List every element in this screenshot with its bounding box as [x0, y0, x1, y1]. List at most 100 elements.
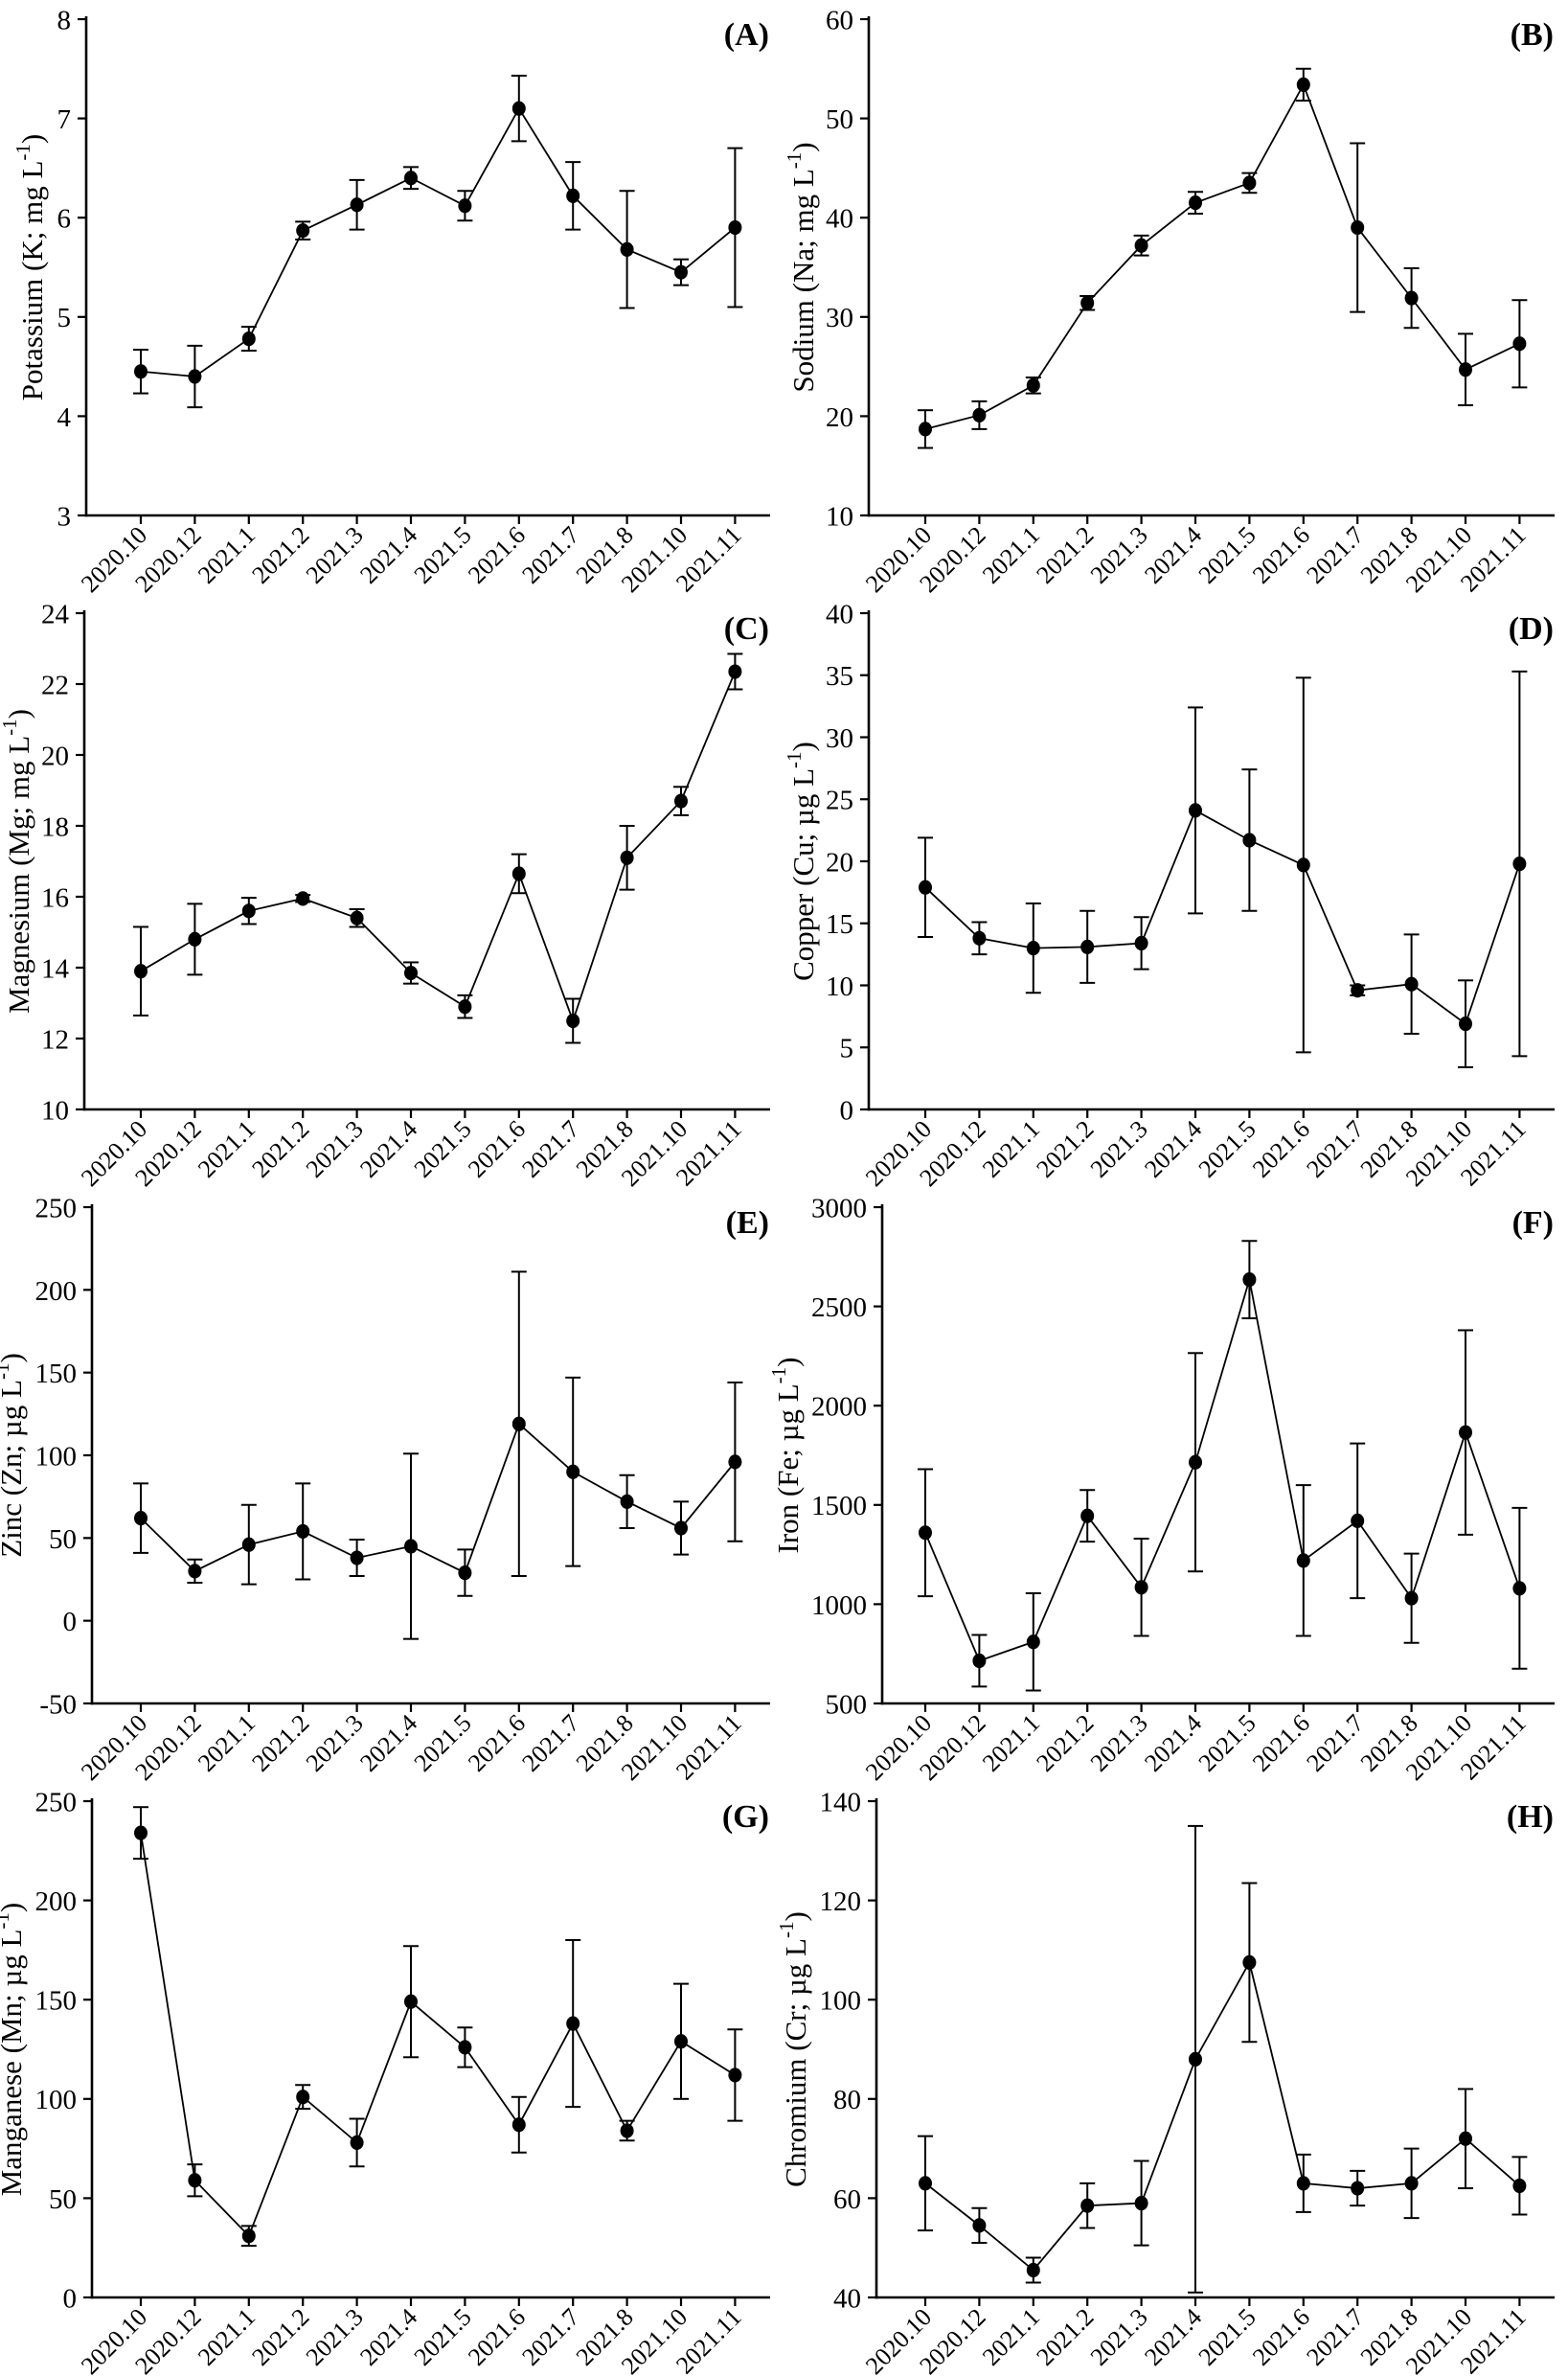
panel-b-sodium-chart: 10 20 30 40 50 60 2020.10 2020.12 2021.1 2021.2 20… — [783, 0, 1568, 598]
y-tick-label: 150 — [35, 1359, 78, 1389]
data-point-marker — [1242, 1954, 1257, 1970]
x-tick-label: 2021.5 — [1193, 1115, 1261, 1183]
y-tick-label: 16 — [41, 882, 69, 913]
x-tick-label: 2021.4 — [354, 1709, 422, 1777]
series-line — [924, 82, 1520, 430]
data-point-marker — [566, 188, 580, 204]
data-point-marker — [296, 1523, 310, 1540]
x-tick-label: 2021.6 — [1247, 1709, 1315, 1777]
data-point-marker — [1080, 295, 1095, 310]
data-point-marker — [350, 2135, 364, 2150]
x-tick-label: 2021.3 — [1085, 1115, 1153, 1183]
x-tick-label: 2021.5 — [409, 1709, 477, 1777]
y-tick-label: 1000 — [811, 1590, 867, 1621]
data-point-marker — [972, 407, 987, 423]
data-point-marker — [919, 2176, 932, 2191]
data-point-marker — [511, 101, 526, 116]
x-tick-label: 2021.7 — [1301, 1115, 1369, 1183]
y-tick-label: 80 — [833, 2085, 861, 2115]
x-tick-label: 2021.7 — [1301, 1709, 1369, 1777]
x-tick-label: 2021.7 — [1301, 2303, 1369, 2371]
data-point-marker — [674, 793, 688, 809]
x-tick-label: 2021.5 — [1193, 1709, 1261, 1777]
x-tick-label: 2021.5 — [1193, 521, 1261, 589]
data-point-marker — [728, 219, 742, 236]
y-tick-label: 250 — [35, 1787, 78, 1817]
data-point-marker — [674, 264, 688, 280]
data-point-marker — [1512, 1581, 1527, 1596]
data-point-marker — [1242, 833, 1257, 848]
series-line — [140, 1422, 737, 1574]
data-point-marker — [511, 2117, 526, 2133]
data-point-marker — [241, 2228, 256, 2244]
panel-letter: (H) — [1507, 1799, 1554, 1835]
data-point-marker — [919, 422, 932, 437]
data-point-marker — [350, 1550, 364, 1565]
x-tick-label: 2021.3 — [301, 521, 369, 589]
x-tick-label: 2021.3 — [301, 1115, 369, 1183]
y-tick-label: 150 — [35, 1986, 78, 2017]
x-tick-label: 2021.6 — [463, 2303, 531, 2371]
data-point-marker — [188, 369, 202, 384]
data-point-marker — [1026, 377, 1040, 393]
y-tick-label: 2000 — [811, 1392, 867, 1423]
data-point-marker — [1134, 2195, 1148, 2211]
x-tick-label: 2021.2 — [1031, 1709, 1099, 1777]
x-tick-label: 2021.3 — [1085, 2303, 1153, 2371]
data-point-marker — [1080, 2198, 1095, 2213]
data-point-marker — [1351, 2181, 1365, 2196]
x-tick-label: 2021.6 — [1247, 521, 1315, 589]
y-axis-title: Potassium (K; mg L-1) — [11, 134, 49, 400]
x-tick-label: 2021.7 — [516, 521, 584, 589]
data-point-marker — [1296, 2176, 1310, 2191]
data-point-marker — [919, 880, 932, 895]
data-point-marker — [1512, 336, 1527, 352]
data-point-marker — [728, 1454, 742, 1470]
y-tick-label: 25 — [826, 786, 853, 816]
y-tick-label: 20 — [826, 402, 853, 433]
data-point-marker — [1242, 1272, 1257, 1288]
y-tick-label: 8 — [57, 5, 72, 35]
x-tick-label: 2021.4 — [354, 521, 422, 589]
data-point-marker — [1026, 2262, 1040, 2278]
chart-svg: 4060801001201402020.102020.122021.12021.… — [775, 1787, 1555, 2376]
data-point-marker — [1459, 362, 1472, 377]
y-tick-label: 500 — [826, 1689, 868, 1720]
series-line — [140, 106, 736, 377]
data-point-marker — [1351, 1513, 1365, 1528]
panel-f-iron-chart: 500 1000 1500 2000 2500 3000 2020.10 2020.12 202… — [767, 1188, 1568, 1786]
data-point-marker — [1404, 2176, 1419, 2191]
x-tick-label: 2021.2 — [246, 521, 314, 589]
chart-svg: 10121416182022242020.102020.122021.12021… — [0, 599, 770, 1192]
x-tick-label: 2021.1 — [193, 1115, 261, 1183]
y-tick-label: 7 — [57, 104, 72, 135]
x-tick-label: 2021.6 — [463, 1115, 531, 1183]
x-tick-label: 2021.4 — [1139, 2303, 1207, 2371]
x-tick-label: 2021.2 — [1031, 1115, 1099, 1183]
data-point-marker — [972, 2218, 987, 2233]
data-point-marker — [1080, 939, 1095, 954]
y-axis-title: Sodium (Na; mg L-1) — [783, 142, 820, 392]
chart-svg: 500100015002000250030002020.102020.12202… — [767, 1193, 1555, 1786]
y-tick-label: 24 — [41, 599, 70, 629]
panel-letter: (D) — [1509, 611, 1554, 647]
data-point-marker — [511, 866, 526, 881]
data-point-marker — [566, 1464, 580, 1479]
data-point-marker — [134, 964, 148, 979]
data-point-marker — [134, 364, 148, 379]
y-axis-title: Chromium (Cr; µg L-1) — [775, 1911, 812, 2187]
x-tick-label: 2021.1 — [193, 521, 261, 589]
panel-letter: (F) — [1512, 1205, 1554, 1241]
y-tick-label: 3 — [57, 501, 72, 532]
x-tick-label: 2021.7 — [516, 1115, 584, 1183]
x-tick-label: 2021.7 — [516, 1709, 584, 1777]
data-point-marker — [188, 2173, 202, 2188]
data-point-marker — [458, 1565, 472, 1581]
x-tick-label: 2021.5 — [1193, 2303, 1261, 2371]
y-tick-label: 0 — [63, 2283, 78, 2314]
data-point-marker — [404, 965, 418, 981]
data-point-marker — [404, 171, 418, 186]
y-tick-label: 1500 — [811, 1491, 867, 1521]
x-tick-label: 2021.2 — [1031, 521, 1099, 589]
